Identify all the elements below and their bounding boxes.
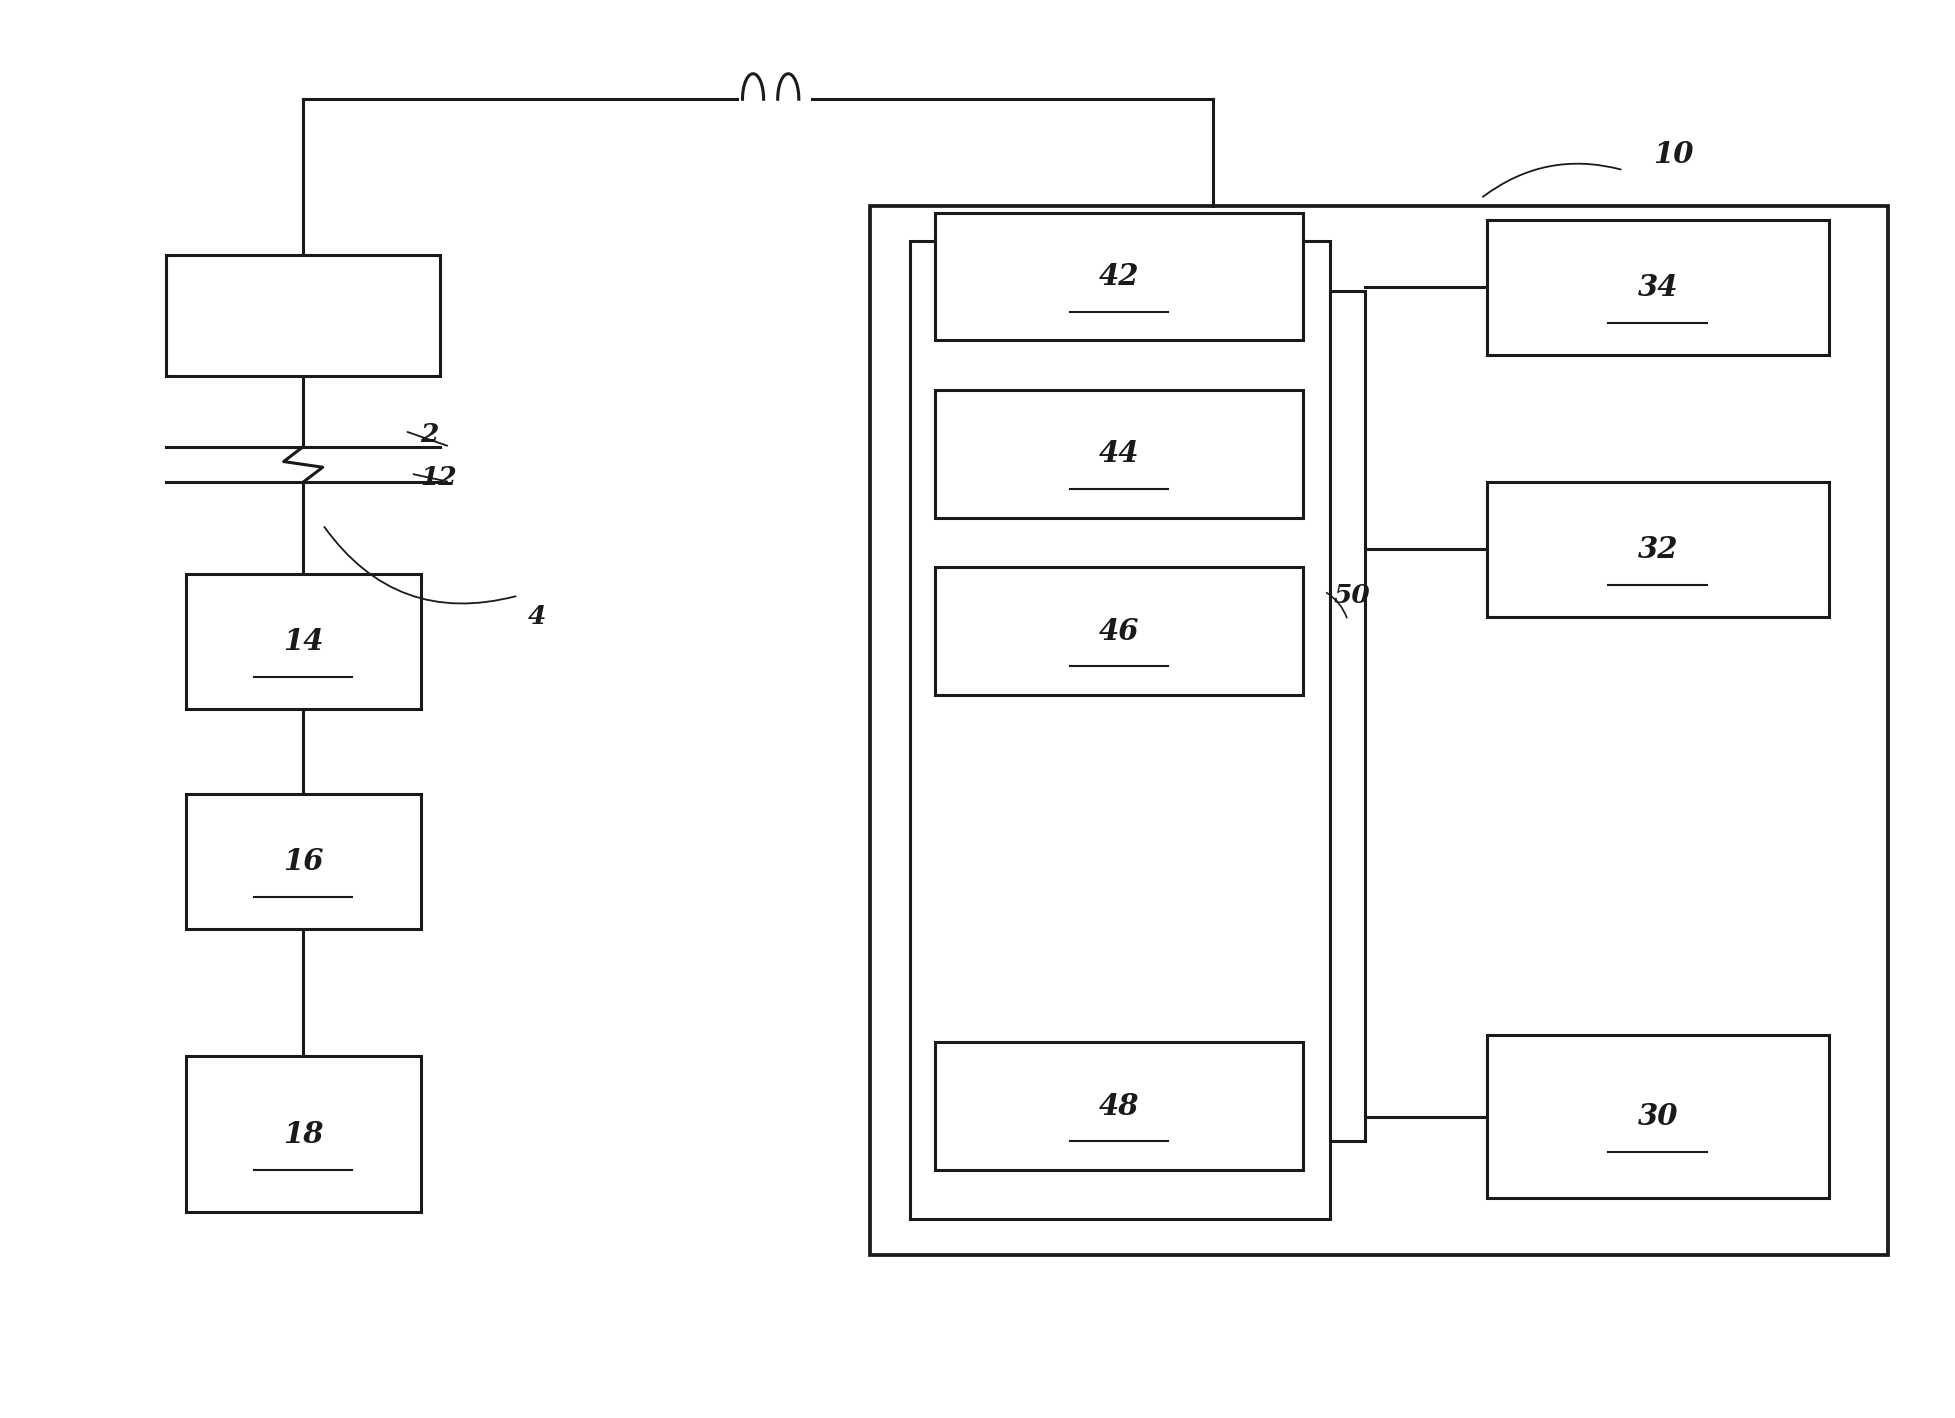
Text: 14: 14	[283, 627, 323, 657]
Text: 4: 4	[528, 604, 545, 630]
Polygon shape	[934, 390, 1302, 518]
Text: 48: 48	[1099, 1092, 1138, 1120]
Text: 30: 30	[1636, 1102, 1677, 1132]
Text: 44: 44	[1099, 440, 1138, 468]
Polygon shape	[934, 567, 1302, 695]
Polygon shape	[1486, 220, 1828, 354]
Text: 42: 42	[1099, 262, 1138, 291]
Text: 32: 32	[1636, 535, 1677, 564]
Polygon shape	[934, 1042, 1302, 1170]
Text: 18: 18	[283, 1120, 323, 1149]
Polygon shape	[186, 794, 420, 929]
Polygon shape	[166, 255, 440, 376]
Text: 50: 50	[1333, 583, 1370, 608]
Polygon shape	[186, 1056, 420, 1212]
Polygon shape	[909, 241, 1329, 1219]
Polygon shape	[1486, 482, 1828, 617]
Polygon shape	[186, 574, 420, 709]
Polygon shape	[1329, 291, 1365, 1141]
Polygon shape	[1486, 1035, 1828, 1198]
Text: 10: 10	[1652, 140, 1693, 169]
Text: 16: 16	[283, 847, 323, 876]
Polygon shape	[934, 213, 1302, 340]
Text: 2: 2	[420, 423, 438, 448]
Text: 12: 12	[420, 465, 457, 491]
Text: 46: 46	[1099, 617, 1138, 645]
Text: 34: 34	[1636, 272, 1677, 302]
Polygon shape	[870, 206, 1887, 1255]
